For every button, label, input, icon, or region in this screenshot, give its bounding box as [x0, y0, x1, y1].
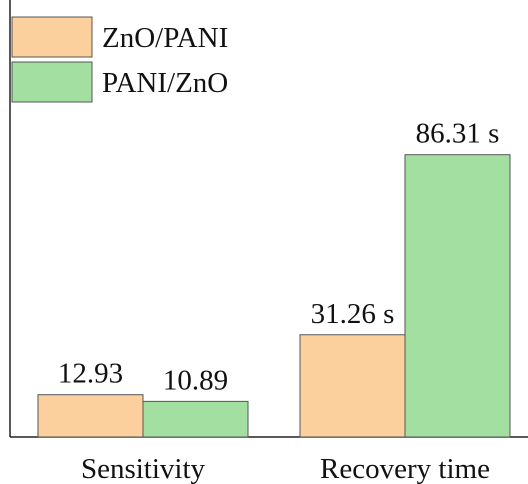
legend-label: PANI/ZnO: [102, 67, 228, 99]
bar: [142, 400, 249, 438]
bar: [299, 334, 406, 438]
data-label: 31.26 s: [311, 298, 395, 330]
legend-swatch: [11, 61, 93, 103]
data-label: 10.89: [163, 364, 228, 396]
bar: [404, 154, 511, 438]
legend-swatch: [11, 16, 93, 58]
bar: [37, 394, 144, 438]
data-label: 86.31 s: [416, 118, 500, 150]
legend-label: ZnO/PANI: [102, 22, 228, 54]
x-tick-label: Recovery time: [320, 453, 490, 484]
data-label: 12.93: [58, 358, 123, 390]
x-tick-label: Sensitivity: [81, 453, 206, 484]
